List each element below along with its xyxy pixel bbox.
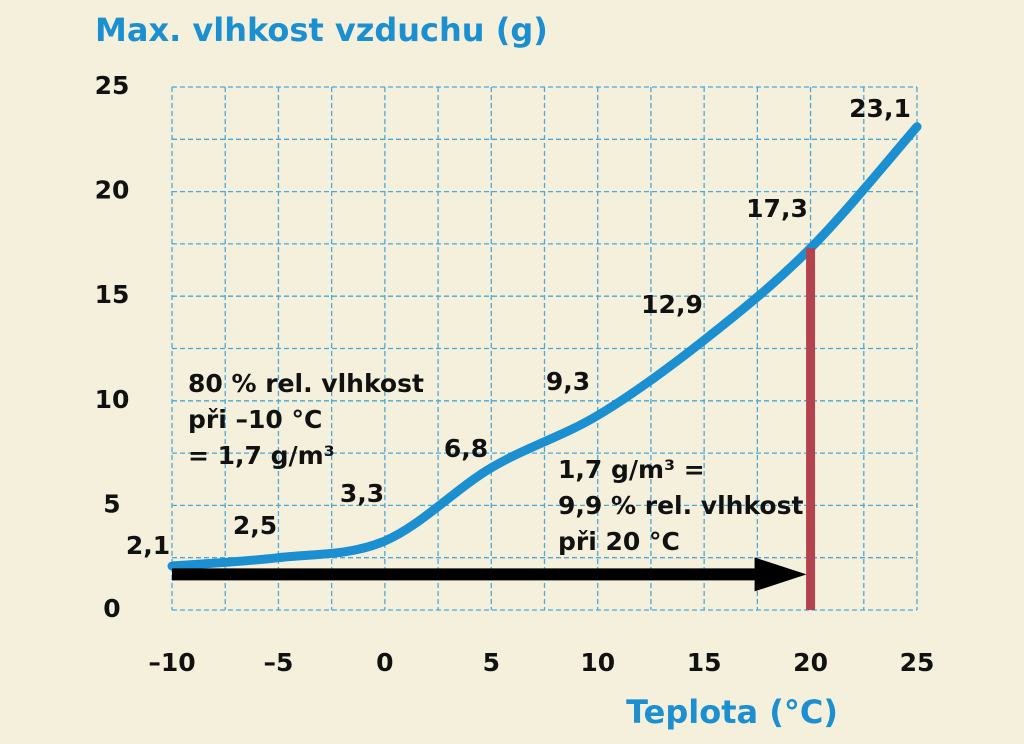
annotation: 9,9 % rel. vlhkost <box>558 491 803 520</box>
data-label: 23,1 <box>849 94 911 123</box>
y-tick-label: 15 <box>95 280 130 309</box>
x-tick-label: –5 <box>263 648 293 677</box>
x-tick-label: 15 <box>687 648 722 677</box>
y-tick-label: 10 <box>95 385 130 414</box>
data-label: 3,3 <box>340 479 384 508</box>
x-tick-label: 10 <box>580 648 615 677</box>
y-tick-label: 0 <box>103 594 120 623</box>
annotation: = 1,7 g/m³ <box>188 441 335 470</box>
data-label: 9,3 <box>546 367 590 396</box>
x-tick-label: –10 <box>148 648 195 677</box>
data-label: 6,8 <box>444 434 488 463</box>
annotation: 80 % rel. vlhkost <box>188 369 424 398</box>
x-tick-label: 0 <box>376 648 393 677</box>
chart-title: Max. vlhkost vzduchu (g) <box>95 11 548 49</box>
arrow-head <box>754 557 807 592</box>
data-label: 2,1 <box>126 531 170 560</box>
data-label: 17,3 <box>746 194 808 223</box>
x-tick-label: 20 <box>793 648 828 677</box>
annotation: při –10 °C <box>188 405 322 434</box>
annotation: 1,7 g/m³ = <box>558 455 705 484</box>
y-tick-label: 25 <box>95 71 130 100</box>
annotation: při 20 °C <box>558 527 680 556</box>
y-tick-label: 5 <box>103 489 120 518</box>
x-tick-label: 25 <box>900 648 935 677</box>
data-label: 2,5 <box>233 511 277 540</box>
x-tick-label: 5 <box>483 648 500 677</box>
y-tick-label: 20 <box>95 176 130 205</box>
data-label: 12,9 <box>641 290 703 319</box>
x-axis-label: Teplota (°C) <box>626 693 838 731</box>
